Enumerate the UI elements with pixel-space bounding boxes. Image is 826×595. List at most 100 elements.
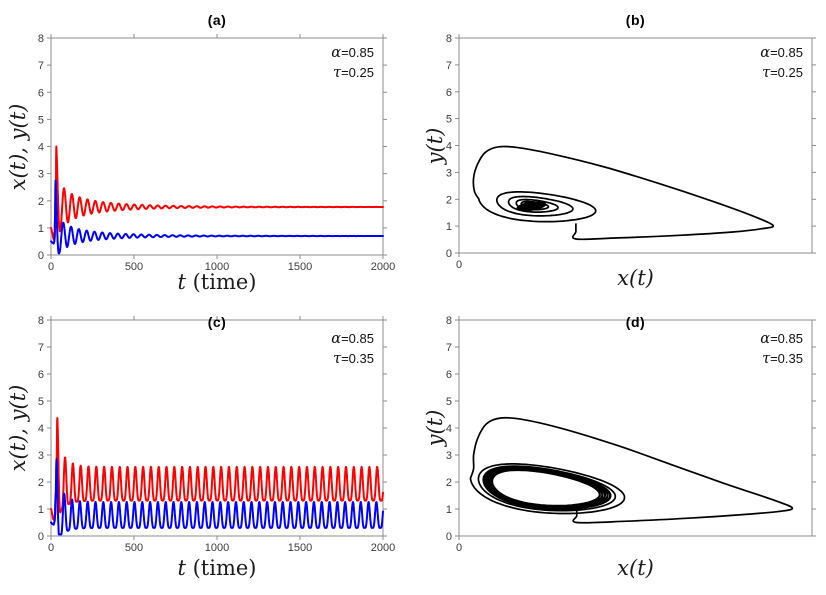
- xaxis-label-symbol: t: [177, 270, 186, 294]
- panel-c: 0 500 1000 1500 2000 0 1 2 3 4 5 6 7 8 (c) t (time) x…: [0, 298, 413, 595]
- panel-d-xaxis-label: x(t): [536, 556, 736, 580]
- tau-value: =0.35: [341, 351, 374, 366]
- svg-text:3: 3: [446, 167, 452, 179]
- xaxis-label-rest: (time): [185, 270, 257, 294]
- alpha-annotation: α=0.85: [0, 329, 374, 349]
- panel-c-annotation: α=0.85 τ=0.35: [0, 329, 374, 369]
- svg-text:4: 4: [38, 142, 44, 154]
- tau-symbol: τ: [762, 65, 771, 81]
- alpha-symbol: α: [331, 45, 342, 61]
- svg-text:2: 2: [38, 196, 44, 208]
- panel-d-title: (d): [625, 314, 646, 330]
- panel-b-axes-svg: 00 1 2 3 4 5 6 7 8: [446, 33, 816, 271]
- svg-text:6: 6: [38, 87, 44, 99]
- tau-annotation: τ=0.35: [413, 349, 803, 369]
- tau-value: =0.25: [770, 65, 803, 80]
- svg-text:1: 1: [38, 223, 44, 235]
- svg-text:1500: 1500: [288, 261, 312, 273]
- svg-text:5: 5: [446, 114, 452, 126]
- tau-value: =0.25: [341, 65, 374, 80]
- svg-text:0: 0: [38, 531, 44, 543]
- panel-a-xaxis-label: t (time): [117, 270, 317, 294]
- svg-text:8: 8: [446, 315, 452, 327]
- svg-text:4: 4: [38, 423, 44, 435]
- panel-a-axes-svg: 0 500 1000 1500 2000 0 1 2 3 4 5 6 7 8: [38, 33, 395, 273]
- svg-text:4: 4: [446, 423, 452, 435]
- alpha-value: =0.85: [341, 331, 374, 346]
- svg-text:2: 2: [446, 477, 452, 489]
- alpha-annotation: α=0.85: [0, 43, 374, 63]
- alpha-symbol: α: [331, 331, 342, 347]
- svg-text:3: 3: [38, 169, 44, 181]
- panel-a-annotation: α=0.85 τ=0.25: [0, 43, 374, 83]
- svg-text:6: 6: [446, 369, 452, 381]
- svg-text:5: 5: [38, 396, 44, 408]
- panel-d-axes-svg: 00 1 2 3 4 5 6 7 8: [446, 315, 816, 554]
- svg-text:3: 3: [38, 450, 44, 462]
- svg-text:8: 8: [38, 33, 44, 45]
- svg-text:1: 1: [38, 504, 44, 516]
- svg-text:5: 5: [38, 114, 44, 126]
- yaxis-label-symbol: y(t): [423, 409, 447, 447]
- svg-text:6: 6: [38, 369, 44, 381]
- yaxis-label-symbol: x(t), y(t): [6, 103, 30, 190]
- xaxis-label-symbol: x(t): [617, 266, 654, 290]
- panel-b-annotation: α=0.85 τ=0.25: [413, 43, 803, 83]
- svg-text:500: 500: [125, 261, 143, 273]
- panel-b-xaxis-label: x(t): [536, 266, 736, 290]
- svg-text:0: 0: [446, 248, 452, 260]
- alpha-annotation: α=0.85: [413, 329, 803, 349]
- xaxis-label-rest: (time): [185, 556, 257, 580]
- alpha-symbol: α: [760, 331, 771, 347]
- tau-annotation: τ=0.25: [0, 63, 374, 83]
- panel-c-axes-svg: 0 500 1000 1500 2000 0 1 2 3 4 5 6 7 8: [38, 315, 395, 554]
- svg-text:0: 0: [48, 542, 54, 554]
- svg-text:8: 8: [446, 33, 452, 45]
- svg-text:2000: 2000: [371, 542, 395, 554]
- svg-text:7: 7: [38, 60, 44, 72]
- svg-text:0: 0: [456, 259, 462, 271]
- svg-text:1500: 1500: [288, 542, 312, 554]
- svg-text:6: 6: [446, 87, 452, 99]
- tau-annotation: τ=0.25: [413, 63, 803, 83]
- svg-text:8: 8: [38, 315, 44, 327]
- panel-c-title: (c): [207, 314, 227, 330]
- tau-value: =0.35: [770, 351, 803, 366]
- svg-text:1000: 1000: [205, 261, 229, 273]
- alpha-value: =0.85: [770, 331, 803, 346]
- svg-text:1: 1: [446, 221, 452, 233]
- svg-text:500: 500: [125, 542, 143, 554]
- alpha-symbol: α: [760, 45, 771, 61]
- tau-symbol: τ: [762, 351, 771, 367]
- svg-text:7: 7: [38, 342, 44, 354]
- panel-b-title: (b): [625, 12, 646, 28]
- tau-symbol: τ: [333, 65, 342, 81]
- svg-text:4: 4: [446, 141, 452, 153]
- panel-d-annotation: α=0.85 τ=0.35: [413, 329, 803, 369]
- svg-text:7: 7: [446, 342, 452, 354]
- xaxis-label-symbol: t: [177, 556, 186, 580]
- svg-text:0: 0: [38, 250, 44, 262]
- svg-text:1: 1: [446, 504, 452, 516]
- svg-text:1000: 1000: [205, 542, 229, 554]
- svg-text:0: 0: [446, 531, 452, 543]
- xaxis-label-symbol: x(t): [617, 556, 654, 580]
- alpha-annotation: α=0.85: [413, 43, 803, 63]
- panel-a: 0 500 1000 1500 2000 0 1 2 3 4 5 6 7 8 (a) t (time) x…: [0, 0, 413, 297]
- yaxis-label-symbol: x(t), y(t): [6, 384, 30, 472]
- svg-text:2000: 2000: [371, 261, 395, 273]
- yaxis-label-symbol: y(t): [423, 127, 447, 164]
- alpha-value: =0.85: [770, 45, 803, 60]
- svg-text:5: 5: [446, 396, 452, 408]
- panel-c-xaxis-label: t (time): [117, 556, 317, 580]
- svg-text:0: 0: [48, 261, 54, 273]
- alpha-value: =0.85: [341, 45, 374, 60]
- tau-annotation: τ=0.35: [0, 349, 374, 369]
- svg-text:0: 0: [456, 542, 462, 554]
- svg-text:3: 3: [446, 450, 452, 462]
- svg-text:2: 2: [38, 477, 44, 489]
- svg-text:7: 7: [446, 60, 452, 72]
